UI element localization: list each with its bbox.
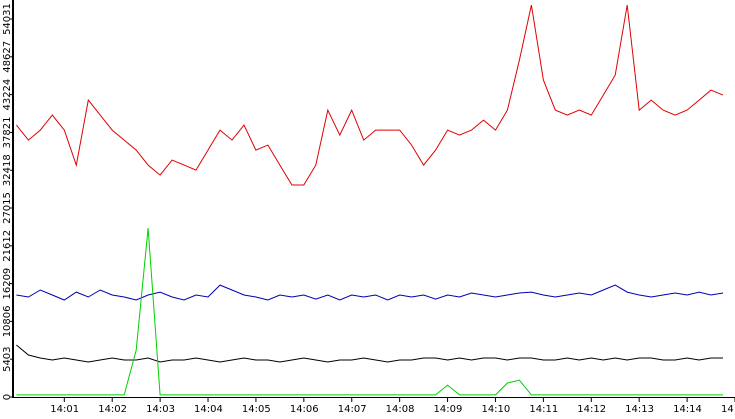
y-tick-label: 10806 xyxy=(2,305,13,337)
y-tick-label: 27015 xyxy=(2,192,13,224)
x-tick-label: 14:09 xyxy=(434,404,463,415)
x-tick-label: 14 xyxy=(721,404,734,415)
y-tick-label: 32418 xyxy=(2,154,13,186)
x-tick-label: 14:11 xyxy=(529,404,558,415)
x-tick-label: 14:07 xyxy=(338,404,367,415)
x-tick-label: 14:05 xyxy=(242,404,271,415)
x-tick-label: 14:14 xyxy=(673,404,702,415)
x-tick-label: 14:08 xyxy=(386,404,415,415)
y-tick-label: 54031 xyxy=(2,3,13,35)
series-line xyxy=(16,228,723,396)
x-tick-label: 14:02 xyxy=(98,404,127,415)
y-tick-label: 37821 xyxy=(2,117,13,149)
y-tick-label: 0 xyxy=(2,394,13,400)
x-tick-label: 14:13 xyxy=(625,404,654,415)
x-tick-label: 14:01 xyxy=(50,404,79,415)
x-tick-label: 14:12 xyxy=(577,404,606,415)
series-line xyxy=(16,284,724,301)
series-line xyxy=(16,4,724,186)
y-tick-label: 16209 xyxy=(2,268,13,300)
y-tick-label: 5403 xyxy=(2,346,13,371)
y-tick-label: 48627 xyxy=(2,41,13,73)
y-tick-label: 43224 xyxy=(2,79,13,111)
x-tick-label: 14:10 xyxy=(481,404,510,415)
x-tick-label: 14:04 xyxy=(194,404,223,415)
x-tick-label: 14:06 xyxy=(290,404,319,415)
x-tick-label: 14:03 xyxy=(146,404,175,415)
y-tick-label: 21612 xyxy=(2,230,13,262)
series-line xyxy=(16,344,723,363)
